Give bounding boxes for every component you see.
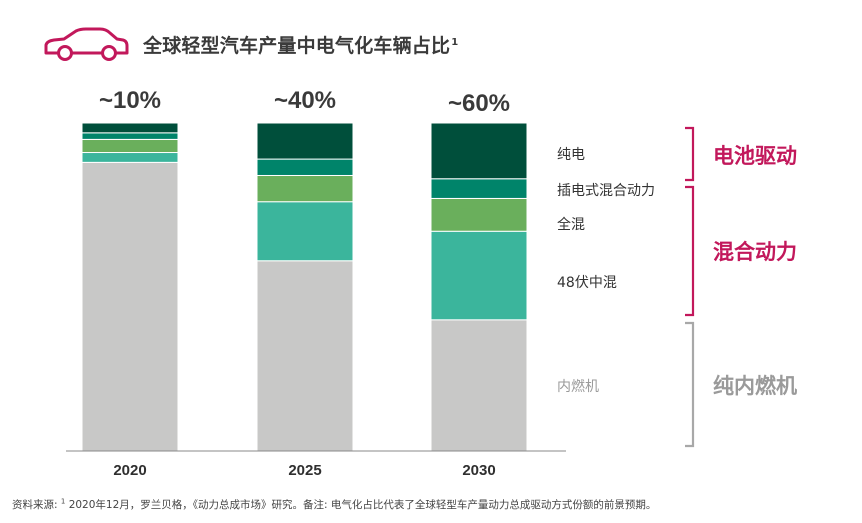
- legend-ice: 内燃机: [557, 378, 599, 395]
- bar-segment-2030-mild48: [430, 230, 528, 321]
- group-label-hybrid: 混合动力: [713, 240, 797, 264]
- x-tick-label-2030: 2030: [462, 462, 495, 479]
- total-label-2020: ~10%: [99, 87, 161, 114]
- total-labels: ~10% ~40% ~60%: [99, 87, 510, 117]
- bar-segment-2020-mild48: [81, 152, 179, 163]
- bar-segment-2020-bev: [81, 122, 179, 134]
- bar-segment-2030-phev: [430, 178, 528, 199]
- group-label-ice: 纯内燃机: [713, 374, 797, 398]
- bracket-ice: [685, 321, 695, 448]
- x-axis-labels: 2020 2025 2030: [113, 462, 495, 479]
- bar-segment-2025-mild48: [256, 201, 354, 262]
- bar-segment-2030-fullhybrid: [430, 197, 528, 232]
- bar-segment-2025-bev: [256, 122, 354, 160]
- bar-segment-2020-ice: [81, 161, 179, 452]
- x-tick-label-2025: 2025: [288, 462, 321, 479]
- bar-segment-2020-phev: [81, 132, 179, 140]
- bracket-hybrid: [685, 185, 695, 317]
- total-label-2025: ~40%: [274, 87, 336, 114]
- total-label-2030: ~60%: [448, 90, 510, 117]
- bar-segment-2025-fullhybrid: [256, 174, 354, 203]
- legend-bev: 纯电: [557, 147, 585, 163]
- stacked-bar-chart: 2020 2025 2030 ~10% ~40% ~60% 纯电 插电式混合动力 全混 …: [66, 87, 797, 479]
- source-footnote: 资料来源: 1 2020年12月，罗兰贝格，《动力总成市场》研究。备注: 电气化…: [12, 497, 657, 512]
- chart-title: 全球轻型汽车产量中电气化车辆占比1: [143, 35, 459, 57]
- x-tick-label-2020: 2020: [113, 462, 146, 479]
- bracket-battery: [685, 126, 695, 182]
- group-label-battery: 电池驱动: [713, 144, 797, 168]
- legend-fullhybrid: 全混: [557, 216, 585, 233]
- bar-segment-2030-ice: [430, 319, 528, 452]
- bar-segment-2025-phev: [256, 158, 354, 176]
- bars-layer: [81, 122, 528, 452]
- legend-phev: 插电式混合动力: [557, 183, 655, 199]
- bar-segment-2025-ice: [256, 260, 354, 452]
- car-icon: [44, 27, 129, 61]
- bar-segment-2030-bev: [430, 122, 528, 180]
- legend-mild48: 48伏中混: [557, 275, 617, 291]
- bar-segment-2020-fullhybrid: [81, 138, 179, 154]
